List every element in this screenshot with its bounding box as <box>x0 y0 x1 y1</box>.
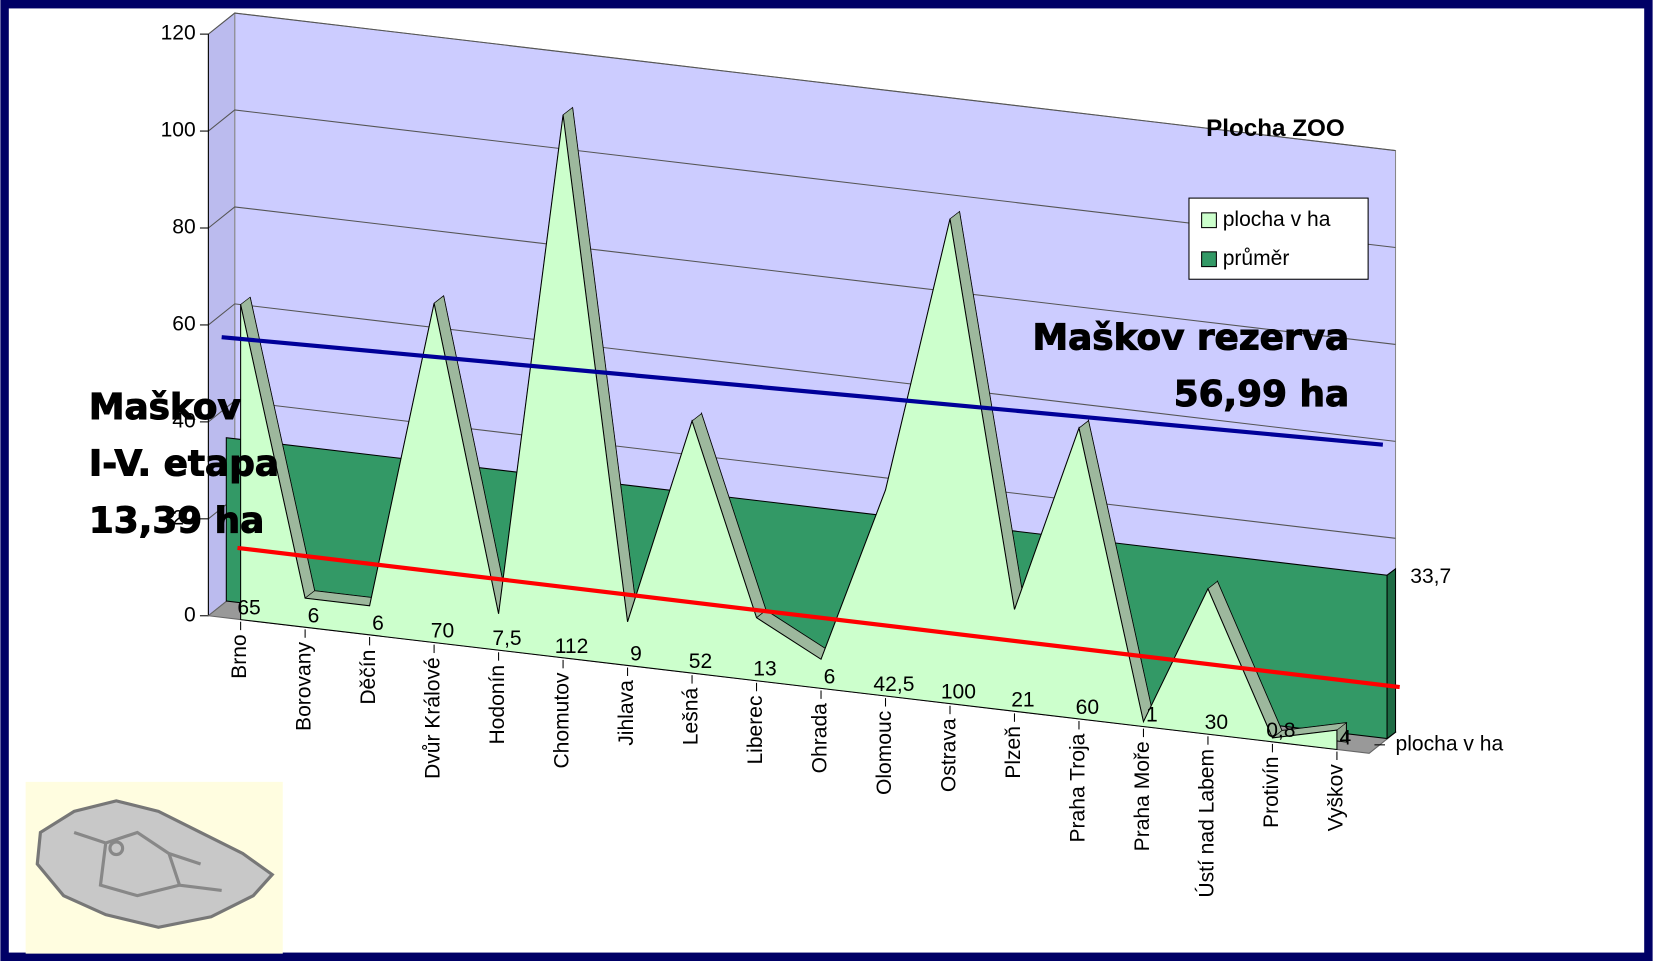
data-label: 1 <box>1146 704 1158 727</box>
annotation-text: Maškov <box>89 387 241 428</box>
x-tick-label: Borovany <box>293 642 316 731</box>
data-label: 112 <box>555 635 589 658</box>
average-label: 33,7 <box>1410 565 1451 588</box>
x-tick-label: Protivín <box>1260 757 1283 828</box>
y-tick-label: 60 <box>172 313 195 336</box>
annotation-text: 13,39 ha <box>89 501 264 542</box>
x-tick-label: Ostrava <box>938 718 961 792</box>
x-tick-label: Dvůr Králové <box>422 657 445 779</box>
x-tick-label: Olomouc <box>873 711 896 795</box>
y-tick-label: 80 <box>172 216 195 239</box>
x-tick-label: Liberec <box>744 695 767 764</box>
y-tick-label: 120 <box>161 22 196 45</box>
average-band-side <box>1386 567 1397 740</box>
data-label: 100 <box>941 681 976 704</box>
y-tick-label: 20 <box>172 506 195 529</box>
x-tick-label: Praha Moře <box>1131 741 1154 851</box>
grid-line <box>208 400 1396 539</box>
area <box>240 114 1338 751</box>
data-label: 6 <box>824 665 836 688</box>
legend-swatch <box>1201 212 1217 229</box>
x-tick-label: Ústí nad Labem <box>1196 749 1219 898</box>
x-tick-label: Lešná <box>680 688 703 746</box>
data-label: 6 <box>372 612 384 635</box>
annotation-text: Maškov rezerva <box>1032 317 1349 358</box>
data-label: 0,8 <box>1266 719 1295 742</box>
annotation-text: I-V. etapa <box>89 444 279 485</box>
annotation-line <box>237 545 1400 690</box>
annotation-text: 56,99 ha <box>1174 374 1349 415</box>
grid-line <box>208 109 1396 249</box>
data-label: 70 <box>431 620 454 643</box>
data-label: 52 <box>689 650 712 673</box>
chart-title: Plocha ZOO <box>1206 115 1345 142</box>
map-picture <box>25 781 283 954</box>
legend-box <box>1188 197 1369 280</box>
annotation-line <box>221 335 1384 447</box>
grid-line <box>208 206 1396 345</box>
data-label: 6 <box>308 604 320 627</box>
data-label: 9 <box>630 642 642 665</box>
legend-label: plocha v ha <box>1223 208 1331 231</box>
x-tick-label: Vyškov <box>1324 764 1347 832</box>
data-label: 60 <box>1076 696 1099 719</box>
grid-line <box>208 303 1396 442</box>
x-tick-label: Ohrada <box>809 703 832 774</box>
data-label: 13 <box>753 658 776 681</box>
data-label: 30 <box>1205 711 1228 734</box>
data-label: 7,5 <box>492 627 521 650</box>
legend-label: průměr <box>1223 247 1290 270</box>
x-tick-label: Hodonín <box>486 665 509 745</box>
x-tick-label: Jihlava <box>615 680 638 746</box>
x-tick-label: Děčín <box>357 650 380 705</box>
y-tick-label: 0 <box>184 603 196 626</box>
depth-axis-label: plocha v ha <box>1396 732 1504 755</box>
data-label: 21 <box>1011 688 1034 711</box>
y-tick-label: 40 <box>172 409 195 432</box>
y-tick-label: 100 <box>161 119 196 142</box>
grid-line <box>208 12 1396 152</box>
x-tick-label: Chomutov <box>551 672 574 768</box>
x-tick-label: Brno <box>228 634 251 679</box>
annotations: Maškov rezerva 56,99 ha Maškov I-V. etapa 13… <box>88 317 1349 542</box>
x-tick-label: Praha Troja <box>1067 733 1090 842</box>
data-label: 42,5 <box>873 673 914 696</box>
data-label: 65 <box>237 597 260 620</box>
data-label: 4 <box>1339 726 1351 749</box>
legend-swatch <box>1201 251 1217 268</box>
x-tick-label: Plzeň <box>1002 726 1025 779</box>
